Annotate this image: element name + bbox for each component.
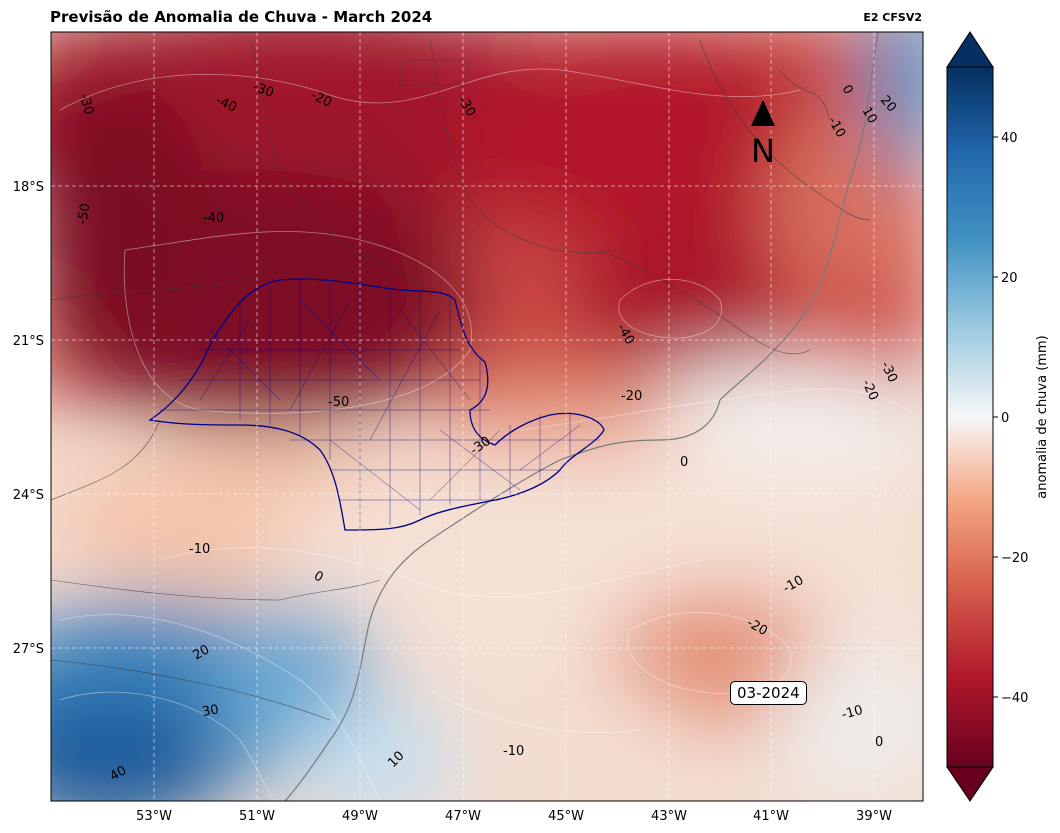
colorbar-tick-label: −40 bbox=[1001, 691, 1028, 706]
contour-label: 40 bbox=[108, 763, 130, 784]
lon-label: 47°W bbox=[445, 809, 481, 824]
lon-label: 41°W bbox=[753, 809, 789, 824]
colorbar-tick-label: −20 bbox=[1001, 551, 1028, 566]
contour-label: -30 bbox=[251, 80, 276, 101]
date-label-box: 03-2024 bbox=[730, 681, 807, 705]
north-arrow: N bbox=[751, 100, 775, 170]
contour-label: -20 bbox=[621, 389, 642, 404]
contour-label: -10 bbox=[840, 703, 864, 723]
lat-label: 24°S bbox=[13, 488, 44, 503]
model-label: E2 CFSV2 bbox=[863, 11, 922, 24]
colorbar-tick-label: 0 bbox=[1001, 411, 1009, 426]
lat-label: 27°S bbox=[13, 642, 44, 657]
colorbar-top-extend bbox=[946, 31, 994, 68]
contour-label: 0 bbox=[680, 455, 688, 470]
contour-label: -40 bbox=[203, 211, 224, 226]
colorbar-label: anomalia de chuva (mm) bbox=[1035, 335, 1050, 498]
latitude-labels: 18°S 21°S 24°S 27°S bbox=[13, 180, 44, 657]
lon-label: 43°W bbox=[651, 809, 687, 824]
contour-label: 0 bbox=[875, 735, 883, 750]
north-arrow-label: N bbox=[751, 132, 775, 170]
colorbar-tick-label: 40 bbox=[1001, 131, 1018, 146]
sao-paulo-state-outline bbox=[148, 278, 605, 531]
contour-label: 30 bbox=[201, 702, 220, 720]
coastline bbox=[284, 32, 879, 801]
lon-label: 39°W bbox=[856, 809, 892, 824]
state-borders bbox=[51, 39, 871, 721]
colorbar: 40 20 0 −20 −40 anomalia de chuva (mm) bbox=[946, 31, 1050, 802]
graticule bbox=[51, 32, 923, 801]
colorbar-gradient bbox=[946, 66, 994, 768]
contour-label: 10 bbox=[859, 105, 880, 127]
contour-label: -50 bbox=[328, 395, 349, 410]
contour-label: 20 bbox=[191, 642, 213, 663]
contour-label: -10 bbox=[503, 744, 524, 759]
lon-label: 45°W bbox=[548, 809, 584, 824]
map-frame bbox=[50, 31, 924, 802]
north-arrow-icon bbox=[751, 100, 775, 126]
map-title: Previsão de Anomalia de Chuva - March 20… bbox=[50, 8, 433, 26]
contour-label: -50 bbox=[75, 202, 93, 226]
lon-label: 49°W bbox=[342, 809, 378, 824]
lon-label: 51°W bbox=[239, 809, 275, 824]
contour-label: -10 bbox=[189, 542, 210, 557]
lat-label: 21°S bbox=[13, 334, 44, 349]
lat-label: 18°S bbox=[13, 180, 44, 195]
colorbar-bottom-extend bbox=[946, 766, 994, 802]
anomaly-field: -30 -40 -30 -20 -30 0 20 10 -10 -50 -40 … bbox=[51, 32, 923, 801]
lon-label: 53°W bbox=[136, 809, 172, 824]
longitude-labels: 53°W 51°W 49°W 47°W 45°W 43°W 41°W 39°W bbox=[136, 809, 892, 824]
colorbar-tick-label: 20 bbox=[1001, 271, 1018, 286]
contour-label: -30 bbox=[76, 92, 96, 116]
